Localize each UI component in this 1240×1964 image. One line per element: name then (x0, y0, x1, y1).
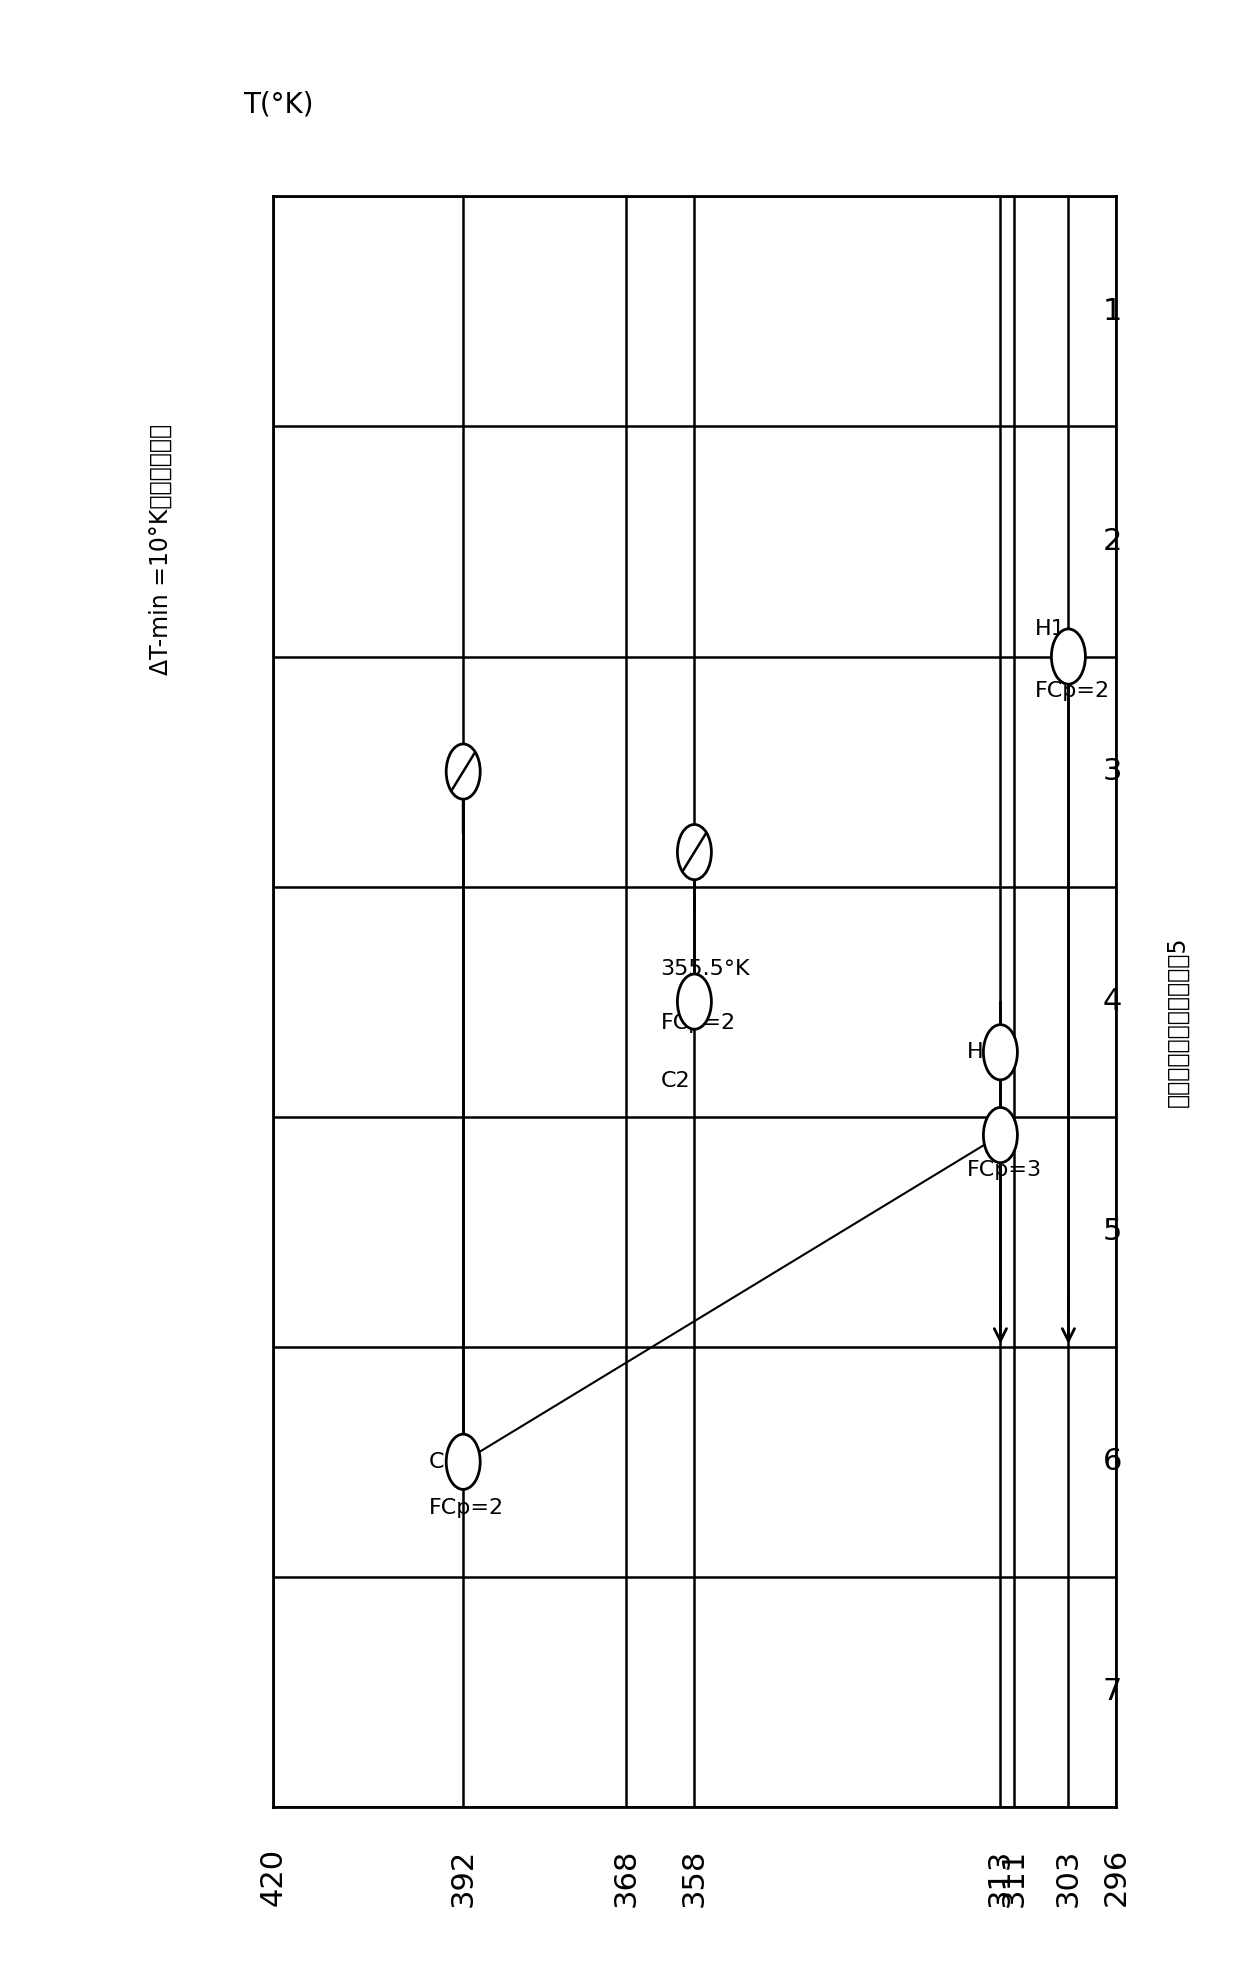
Text: 2: 2 (1102, 526, 1122, 556)
Text: 7: 7 (1102, 1677, 1122, 1707)
Text: 4: 4 (1102, 988, 1122, 1015)
Text: 303: 303 (1054, 1848, 1083, 1907)
Ellipse shape (446, 1434, 480, 1489)
Text: ΔT-min =10°K注入到热流中: ΔT-min =10°K注入到热流中 (149, 424, 174, 676)
Text: FCp=2: FCp=2 (429, 1499, 505, 1518)
Text: 3: 3 (1102, 756, 1122, 786)
Ellipse shape (677, 974, 712, 1029)
Text: 5: 5 (1102, 1218, 1122, 1247)
Ellipse shape (1052, 628, 1085, 683)
Text: 311: 311 (999, 1848, 1028, 1907)
Text: 1: 1 (1102, 297, 1122, 326)
Text: FCp=3: FCp=3 (966, 1159, 1042, 1180)
Text: 358: 358 (680, 1848, 709, 1907)
Ellipse shape (677, 825, 712, 880)
Text: T(°K): T(°K) (243, 90, 314, 118)
Ellipse shape (983, 1108, 1017, 1163)
Text: 313: 313 (986, 1848, 1014, 1907)
Ellipse shape (983, 1025, 1017, 1080)
Text: C1: C1 (429, 1451, 459, 1471)
Text: 6: 6 (1102, 1447, 1122, 1477)
Text: 420: 420 (258, 1848, 288, 1907)
Ellipse shape (446, 744, 480, 799)
Text: FCp=2: FCp=2 (661, 1013, 735, 1033)
Text: H2: H2 (966, 1043, 997, 1063)
Text: 使用的热交换器的数量为5: 使用的热交换器的数量为5 (1166, 937, 1190, 1106)
Text: 296: 296 (1101, 1848, 1131, 1907)
Text: C2: C2 (661, 1070, 689, 1090)
Text: H1: H1 (1034, 619, 1065, 638)
Text: 392: 392 (449, 1848, 477, 1907)
Text: 368: 368 (611, 1848, 641, 1907)
Text: FCp=2: FCp=2 (1034, 682, 1110, 701)
Text: 355.5°K: 355.5°K (661, 958, 750, 978)
